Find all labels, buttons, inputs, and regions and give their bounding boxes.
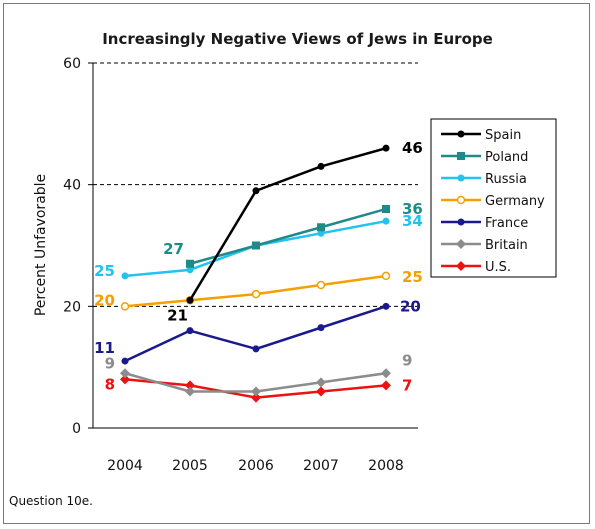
point-france-2004 [121, 357, 129, 365]
point-spain-2008 [382, 144, 390, 152]
data-label-us-2008: 7 [402, 376, 412, 394]
point-russia-2004 [121, 272, 129, 280]
legend-label-france: France [485, 216, 528, 231]
point-us-2006 [251, 392, 261, 403]
point-britain-2008 [381, 368, 391, 379]
y-axis-label: Percent Unfavorable [33, 174, 49, 316]
point-germany-2008 [381, 271, 391, 281]
data-label-spain-2005: 21 [167, 306, 188, 324]
point-britain-2004 [120, 368, 130, 379]
legend-label-britain: Britain [485, 238, 528, 253]
legend-marker-germany [456, 195, 466, 205]
x-tick-label-2005: 2005 [172, 458, 208, 474]
y-tick-label-60: 60 [63, 56, 81, 72]
data-label-russia-2008: 34 [402, 212, 423, 230]
legend-marker-spain [457, 130, 465, 138]
point-france-2005 [186, 327, 194, 335]
point-germany-2004 [120, 302, 130, 311]
point-germany-2006 [251, 289, 261, 299]
point-us-2004 [120, 374, 130, 385]
point-spain-2007 [317, 162, 325, 170]
data-label-russia-2004: 25 [94, 262, 115, 280]
legend-marker-us [456, 261, 466, 271]
point-france-2007 [317, 324, 325, 332]
x-tick-label-2008: 2008 [368, 458, 404, 474]
legend-label-spain: Spain [485, 128, 521, 143]
data-label-britain-2008: 9 [402, 351, 412, 369]
series-line-spain [188, 146, 387, 301]
legend-label-russia: Russia [485, 172, 527, 187]
x-tick-label-2004: 2004 [107, 458, 143, 474]
data-label-us-2004: 8 [105, 375, 115, 393]
y-tick-label-40: 40 [63, 178, 81, 194]
data-label-poland-2008: 36 [402, 200, 423, 218]
point-us-2005 [185, 380, 195, 391]
point-poland-2007 [317, 223, 325, 232]
point-germany-2007 [316, 280, 326, 290]
chart-title: Increasingly Negative Views of Jews in E… [102, 30, 493, 48]
point-poland-2008 [382, 205, 390, 213]
x-tick-label-2006: 2006 [238, 458, 274, 474]
legend-label-germany: Germany [485, 194, 545, 209]
data-label-germany-2004: 20 [94, 291, 115, 309]
point-russia-2005 [186, 266, 194, 274]
point-russia-2008 [382, 217, 390, 225]
legend-label-us: U.S. [485, 260, 511, 275]
point-spain-2005 [186, 296, 194, 304]
point-poland-2005 [186, 259, 194, 268]
y-tick-label-0: 0 [72, 421, 81, 437]
legend-marker-poland [457, 152, 465, 160]
point-russia-2007 [317, 229, 325, 237]
data-label-britain-2004: 9 [105, 354, 115, 372]
legend-box [430, 118, 557, 278]
data-label-spain-2008: 46 [402, 139, 423, 157]
point-britain-2007 [316, 377, 326, 388]
series-line-france [124, 305, 387, 363]
point-poland-2006 [252, 241, 260, 250]
data-label-poland-2005: 27 [163, 240, 184, 258]
point-us-2008 [381, 380, 391, 391]
point-us-2007 [316, 386, 326, 397]
legend-marker-britain [456, 239, 466, 249]
legend-marker-russia [457, 174, 465, 182]
y-tick-label-20: 20 [63, 299, 81, 315]
data-label-germany-2008: 25 [402, 268, 423, 286]
series-line-poland [189, 207, 387, 265]
point-france-2008 [382, 302, 390, 310]
point-france-2006 [252, 345, 260, 353]
legend-label-poland: Poland [485, 150, 528, 165]
point-britain-2005 [185, 386, 195, 397]
question-note: Question 10e. [9, 494, 93, 508]
point-spain-2006 [252, 187, 260, 195]
data-label-france-2004: 11 [94, 339, 115, 357]
data-label-france-2008: 20 [400, 297, 421, 315]
x-tick-label-2007: 2007 [303, 458, 339, 474]
point-britain-2006 [251, 386, 261, 397]
legend-marker-france [457, 218, 465, 226]
